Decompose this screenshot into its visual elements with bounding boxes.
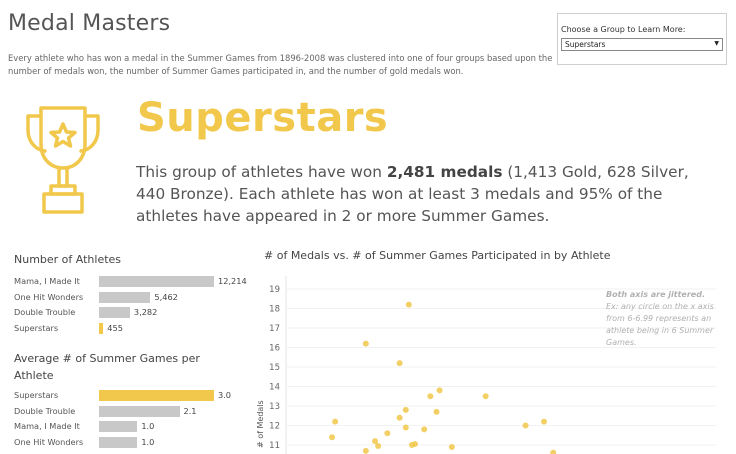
- scatter-point[interactable]: [541, 418, 547, 425]
- scatter-point[interactable]: [433, 408, 440, 415]
- chevron-down-icon[interactable]: ▼: [714, 40, 719, 47]
- page-title: Medal Masters: [8, 11, 171, 36]
- bar-row[interactable]: Double Trouble 3,282: [14, 306, 239, 319]
- scatter-point[interactable]: [329, 434, 336, 441]
- y-tick-label: 13: [269, 402, 280, 412]
- scatter-point[interactable]: [332, 418, 339, 425]
- scatter-point[interactable]: [372, 438, 379, 445]
- group-picker-label: Choose a Group to Learn More:: [561, 25, 686, 34]
- bar-value: 1.0: [141, 436, 155, 447]
- bar[interactable]: [99, 405, 180, 417]
- jitter-note: Both axis are jittered. Ex: any circle on…: [606, 290, 714, 347]
- scatter-point[interactable]: [427, 393, 434, 400]
- y-tick-label: 18: [269, 305, 280, 315]
- games-chart-title: Average # of Summer Games per Athlete: [14, 352, 200, 382]
- bar[interactable]: [99, 291, 151, 303]
- bar-label: Superstars: [14, 390, 59, 400]
- group-name: Superstars: [137, 95, 389, 141]
- bar-label: Superstars: [14, 322, 59, 333]
- bar-row[interactable]: One Hit Wonders 5,462: [14, 291, 239, 304]
- y-tick-label: 11: [269, 441, 280, 451]
- y-tick-label: 17: [269, 324, 280, 334]
- scatter-point[interactable]: [405, 301, 412, 308]
- bar[interactable]: [99, 390, 214, 401]
- bar[interactable]: [99, 307, 130, 318]
- bar-label: Mama, I Made It: [14, 421, 80, 431]
- bar-row[interactable]: One Hit Wonders 1.0: [14, 436, 239, 449]
- bar-value: 1.0: [141, 421, 155, 431]
- bar-label: Double Trouble: [14, 307, 76, 317]
- bar-value: 12,214: [218, 276, 247, 286]
- scatter-point[interactable]: [396, 360, 403, 367]
- y-tick-label: 12: [269, 422, 280, 432]
- bar-label: One Hit Wonders: [14, 291, 84, 302]
- y-tick-label: 16: [269, 344, 280, 354]
- scatter-point[interactable]: [375, 442, 382, 449]
- scatter-point[interactable]: [396, 414, 403, 421]
- bar[interactable]: [99, 421, 138, 432]
- scatter-point[interactable]: [362, 340, 369, 347]
- scatter-point[interactable]: [402, 406, 409, 413]
- scatter-point[interactable]: [482, 393, 489, 400]
- y-tick-label: 15: [269, 363, 280, 373]
- y-axis-label: # of Medals: [256, 400, 265, 448]
- bar-row[interactable]: Superstars 455: [14, 322, 239, 335]
- scatter-title: # of Medals vs. # of Summer Games Partic…: [264, 249, 611, 262]
- bar-value: 3.0: [218, 390, 232, 400]
- page-subtitle: Every athlete who has won a medal in the…: [8, 53, 553, 76]
- bar[interactable]: [99, 436, 138, 448]
- bar-row[interactable]: Mama, I Made It 12,214: [14, 275, 247, 288]
- bar-label: One Hit Wonders: [14, 436, 84, 447]
- bar[interactable]: [99, 276, 214, 287]
- scatter-point[interactable]: [436, 387, 443, 394]
- bar-row[interactable]: Mama, I Made It 1.0: [14, 420, 239, 433]
- scatter-point[interactable]: [448, 443, 455, 450]
- bar-row[interactable]: Superstars 3.0: [14, 389, 239, 402]
- bar-row[interactable]: Double Trouble 2.1: [14, 405, 239, 418]
- scatter-point[interactable]: [550, 449, 557, 454]
- athletes-chart-title: Number of Athletes: [14, 253, 122, 266]
- scatter-point[interactable]: [362, 447, 369, 454]
- scatter-point[interactable]: [402, 424, 409, 431]
- group-select-value: Superstars: [565, 40, 606, 49]
- scatter-chart: 19 18 17 16 15 14 13 12 11 # of Medals: [256, 276, 716, 454]
- trophy-icon: [26, 106, 100, 214]
- scatter-point[interactable]: [384, 430, 391, 437]
- y-tick-label: 19: [269, 285, 280, 295]
- scatter-point[interactable]: [421, 426, 428, 433]
- bar-label: Double Trouble: [14, 405, 76, 416]
- bar[interactable]: [99, 322, 104, 334]
- bar-value: 5,462: [154, 291, 178, 302]
- bar-label: Mama, I Made It: [14, 276, 80, 286]
- bar-value: 2.1: [183, 405, 197, 416]
- group-picker: Choose a Group to Learn More: Superstars…: [557, 13, 727, 65]
- y-tick-label: 14: [269, 383, 280, 393]
- bar-value: 3,282: [133, 307, 158, 317]
- scatter-point[interactable]: [412, 441, 418, 448]
- scatter-point[interactable]: [522, 422, 529, 429]
- group-select[interactable]: Superstars ▼: [561, 38, 723, 51]
- group-description: This group of athletes have won 2,481 me…: [136, 163, 689, 225]
- medal-total: 2,481 medals: [386, 163, 503, 181]
- bar-value: 455: [107, 322, 123, 333]
